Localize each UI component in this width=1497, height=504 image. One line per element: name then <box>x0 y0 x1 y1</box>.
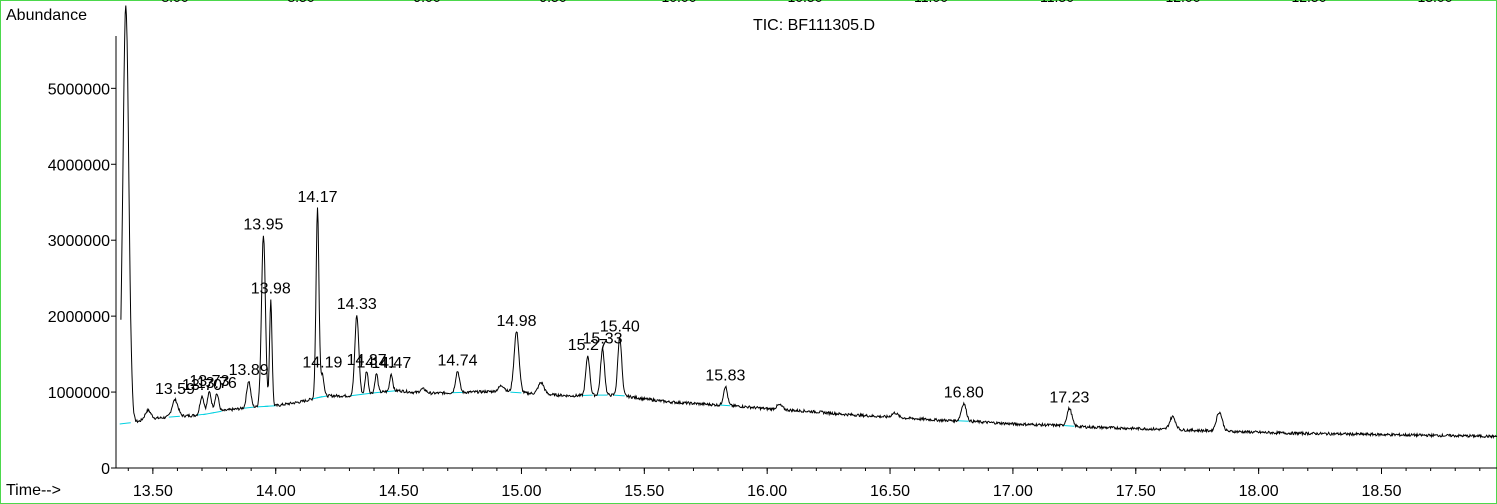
peak-baseline <box>510 391 522 394</box>
x-tick-label: 16.00 <box>747 483 787 500</box>
x-tick-label: 17.00 <box>993 483 1033 500</box>
chart-title: TIC: BF111305.D <box>753 17 875 34</box>
top-axis-label: Time--> <box>6 0 54 1</box>
x-tick-label: 14.00 <box>256 483 296 500</box>
x-tick-label: 15.00 <box>501 483 541 500</box>
peak-label: 15.27 <box>568 337 608 354</box>
top-tick-label: 11.00 <box>914 0 948 5</box>
peak-label: 13.70 <box>182 377 222 394</box>
peak-label: 13.98 <box>251 281 291 298</box>
peak-baseline <box>119 422 131 425</box>
top-tick-label: 10.50 <box>787 0 822 5</box>
peak-label: 16.80 <box>944 384 984 401</box>
peak-baseline <box>350 393 362 397</box>
top-tick-label: 12.00 <box>1165 0 1200 5</box>
peak-baseline <box>360 392 372 395</box>
peak-label: 14.74 <box>438 352 478 369</box>
x-tick-label: 18.00 <box>1239 483 1279 500</box>
y-axis-ticks: 0 1000000 2000000 3000000 4000000 5000000 <box>48 81 116 478</box>
y-tick-label: 5000000 <box>48 81 110 98</box>
y-tick-label: 0 <box>101 461 110 478</box>
top-axis-partial-ticks: 8.00 8.50 9.00 9.50 10.00 10.50 11.00 11.50 12.0… <box>161 0 1452 5</box>
peak-label: 14.33 <box>337 296 377 313</box>
peak-label: 13.95 <box>243 217 283 234</box>
y-tick-label: 1000000 <box>48 385 110 402</box>
peak-label: 14.47 <box>371 355 411 372</box>
peak-label: 15.33 <box>583 331 623 348</box>
peak-baseline <box>719 404 731 407</box>
x-tick-label: 15.50 <box>624 483 664 500</box>
peak-label: 14.41 <box>356 355 396 372</box>
tic-trace <box>120 5 1497 439</box>
top-tick-label: 12.50 <box>1291 0 1326 5</box>
peak-label: 13.76 <box>197 375 237 392</box>
peak-label: 13.59 <box>155 381 195 398</box>
peak-label: 15.83 <box>705 367 745 384</box>
peak-label: 13.39 <box>106 0 146 4</box>
peak-label: 14.17 <box>297 189 337 206</box>
x-tick-label: 16.50 <box>870 483 910 500</box>
x-tick-label: 14.50 <box>379 483 419 500</box>
x-axis-label: Time--> <box>6 482 61 499</box>
x-tick-label: 13.50 <box>133 483 173 500</box>
top-tick-label: 9.00 <box>413 0 440 5</box>
y-axis-label: Abundance <box>6 7 87 24</box>
top-tick-label: 13.00 <box>1417 0 1452 5</box>
y-tick-label: 2000000 <box>48 309 110 326</box>
peak-label: 17.23 <box>1049 389 1089 406</box>
peak-label: 13.73 <box>189 373 229 390</box>
peak-label: 15.40 <box>600 318 640 335</box>
top-tick-label: 10.00 <box>661 0 696 5</box>
peak-baseline <box>613 394 625 397</box>
top-tick-label: 9.50 <box>539 0 566 5</box>
peak-baseline <box>168 415 180 418</box>
y-tick-label: 4000000 <box>48 157 110 174</box>
peak-label: 13.89 <box>229 362 269 379</box>
top-tick-label: 8.00 <box>161 0 188 5</box>
x-axis-ticks: 13.50 14.00 14.50 15.00 15.50 16.00 16.50 17.00… <box>127 468 1481 500</box>
peak-integration-baselines <box>119 390 1075 427</box>
peak-label: 14.19 <box>302 355 342 372</box>
peak-baseline <box>210 410 222 414</box>
peak-baseline <box>264 405 276 407</box>
y-tick-label: 3000000 <box>48 233 110 250</box>
top-tick-label: 11.50 <box>1040 0 1074 5</box>
x-tick-label: 17.50 <box>1116 483 1156 500</box>
peak-label: 14.98 <box>497 313 537 330</box>
peak-baseline <box>242 406 254 409</box>
x-tick-label: 18.50 <box>1361 483 1401 500</box>
top-tick-label: 8.50 <box>287 0 314 5</box>
peak-baseline <box>316 395 328 399</box>
peak-label: 14.37 <box>347 352 387 369</box>
peak-baseline <box>1063 425 1075 427</box>
